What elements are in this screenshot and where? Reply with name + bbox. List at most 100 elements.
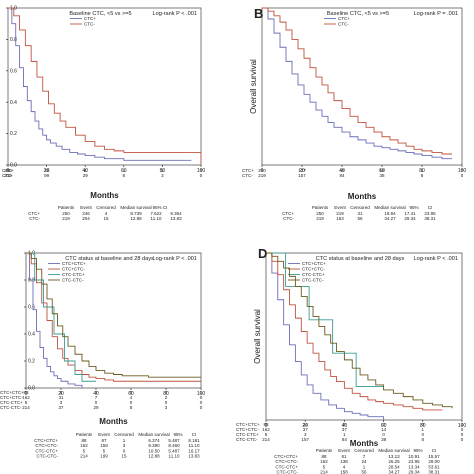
panel-d-logrank: Log-rank P < .001 [413,256,458,262]
panel-d-summary-cell-1-3: 24 [361,459,367,464]
panel-a-title: Baseline CTC, <5 vs >=5 [69,11,131,17]
panel-d-summary-cell-0-1: 88 [321,454,327,459]
panel-b-risk-cell-1-1: 157 [298,173,306,178]
panel-a-summary-cell-0-1: 250 [62,211,70,216]
panel-c-summary-cell-3-1: 214 [80,454,88,459]
panel-d-frame [265,252,463,421]
panel-b-xtick-label-1: 20 [299,168,305,174]
panel-c-xtick-label-1: 20 [58,391,64,397]
panel-c-summary-cell-1-6: 11.10 [189,443,200,448]
panel-c-xlabel: Months [99,417,128,426]
panel-b-risk-cell-0-5: 0 [461,168,464,173]
panel-b-risk-cell-1-2: 84 [339,173,345,178]
panel-a-summary-cell-0-3: 4 [105,211,108,216]
panel-c-frame [25,252,202,389]
panel-a-summary-cell-1-3: 15 [103,216,109,221]
panel-d-series-2 [266,252,384,388]
panel-d-risk-cell-1-2: 37 [342,427,348,432]
panel-a-risk-cell-1-2: 29 [83,173,89,178]
panel-d-risk-cell-1-3: 14 [381,427,387,432]
panel-c-summary-cell-0-5: 5.487 [168,438,180,443]
panel-b-letter: B [254,6,263,21]
panel-d-summary-cell-1-2: 138 [340,459,348,464]
panel-c-risk-cell-0-5: 0 [200,390,203,395]
panel-b-xtick-label-3: 60 [379,168,385,174]
panel-b-summary-cell-1-2: 163 [336,216,344,221]
panel-a-ytick-label-1: 0.2 [10,131,17,137]
panel-c-summary-header-3: Median survival [138,432,169,437]
panel-b-risk-cell-1-3: 38 [379,173,385,178]
panel-d-summary-cell-0-2: 81 [341,454,347,459]
panel-c-risk-cell-3-3: 8 [130,405,133,410]
panel-c-summary-cell-0-4: 6.374 [148,438,160,443]
panel-c-summary-cell-2-2: 5 [103,448,106,453]
panel-d-xtick-label-5: 100 [458,423,467,429]
panel-b-legend-label-1: CTC- [338,22,349,27]
panel-c-summary-cell-1-5: 8.460 [168,443,180,448]
panel-a-summary-cell-1-6: 13.83 [170,216,182,221]
panel-c-risk-cell-0-3: 0 [130,390,133,395]
panel-b-summary-cell-0-4: 19.94 [384,211,396,216]
panel-c-summary-cell-3-6: 13.83 [188,454,200,459]
panel-c-summary-cell-3-0: CTC-CTC- [37,454,59,459]
panel-b-risk-label-1: CTC- [242,173,253,178]
panel-c-series-0 [26,252,83,388]
panel-d-ylabel: Overall survival [253,309,262,364]
panel-c-summary-cell-1-2: 159 [100,443,108,448]
panel-c-risk-cell-2-2: 0 [95,400,98,405]
panel-c-summary-cell-2-5: 5.487 [168,448,180,453]
panel-a-summary-cell-1-2: 204 [82,216,90,221]
panel-b-summary-cell-0-6: 23.95 [424,211,436,216]
panel-c-summary-cell-2-4: 10.50 [148,448,160,453]
panel-d-summary-cell-3-3: 56 [361,470,367,474]
panel-b-risk-cell-0-0: 250 [258,168,266,173]
panel-d-summary-cell-1-0: CTC+CTC- [275,459,298,464]
panel-d-legend-label-0: CTC+CTC+ [302,261,326,266]
panel-d-legend-label-2: CTC-CTC+ [302,272,325,277]
panel-a-risk-cell-0-0: 250 [4,168,12,173]
panel-c-xtick-label-4: 80 [163,391,169,397]
panel-d-risk-cell-2-5: 0 [461,432,464,437]
panel-a-legend-label-0: CTC+ [84,16,96,21]
panel-a-series-0 [8,7,192,161]
panel-c-summary-header-5: CI [192,432,197,437]
panel-c-summary-cell-1-3: 3 [123,443,126,448]
panel-a-xtick-label-3: 60 [121,168,127,174]
panel-d-risk-label-3: CTC-CTC- [236,437,258,442]
panel-c-risk-cell-0-4: 0 [165,390,168,395]
panel-a-legend-label-1: CTC- [84,22,95,27]
panel-c-risk-cell-3-5: 0 [200,405,203,410]
panel-c-ytick-label-3: 0.6 [28,305,35,311]
panel-a-logrank: Log-rank P < .001 [152,11,197,17]
panel-d-risk-cell-3-4: 8 [422,437,425,442]
panel-a-summary-cell-0-0: CTC+ [28,211,40,216]
panel-c-risk-cell-2-4: 0 [165,400,168,405]
panel-c-summary-cell-1-0: CTC+CTC- [35,443,58,448]
panel-a-summary-cell-1-4: 12.88 [130,216,142,221]
panel-b-risk-cell-0-2: 49 [339,168,345,173]
panel-a-risk-cell-0-5: 0 [200,168,203,173]
panel-d-summary-cell-3-0: CTC-CTC- [277,470,299,474]
panel-c-logrank: Log-rank P < .001 [152,256,197,262]
panel-d-risk-cell-2-4: 0 [422,432,425,437]
panel-b-summary-header-5: CI [428,205,433,210]
panel-a-ytick-label-0: 0.0 [10,163,17,169]
panel-b-summary-header-4: 95% [409,205,418,210]
panel-c-summary-cell-0-3: 1 [123,438,126,443]
panel-d-risk-cell-3-0: 214 [262,437,270,442]
panel-c-ytick-label-2: 0.4 [28,332,35,338]
panel-c-title: CTC status at baseline and 28 days [65,256,154,262]
panel-b-summary-cell-1-4: 34.27 [384,216,396,221]
panel-d-summary-header-0: Patients [316,448,333,453]
panel-b-title: Baseline CTC, <5 vs >=5 [327,11,389,17]
panel-c-xtick-label-3: 60 [128,391,134,397]
panel-c-summary-header-1: Event [98,432,110,437]
panel-b-summary-cell-0-1: 250 [316,211,324,216]
panel-d-legend-label-3: CTC-CTC- [302,278,324,283]
panel-a-risk-cell-0-3: 4 [123,168,126,173]
panel-c-risk-cell-1-3: 4 [130,395,133,400]
panel-d-summary-cell-3-4: 34.27 [388,470,400,474]
panel-d-risk-label-1: CTC+CTC- [236,427,259,432]
panel-b-summary-cell-1-6: 38.31 [424,216,436,221]
panel-d-xtick-label-1: 20 [302,423,308,429]
